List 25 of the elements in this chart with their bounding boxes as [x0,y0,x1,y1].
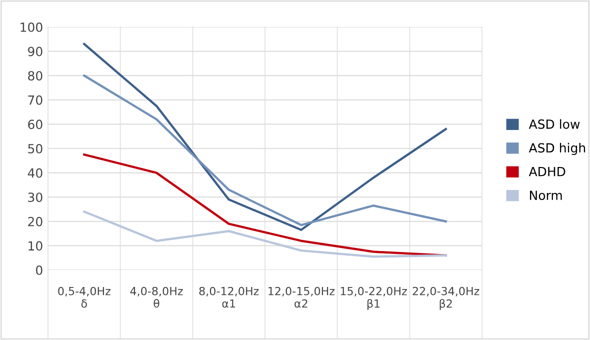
x-tick-label: 4,0-8,0Hz θ [130,286,183,308]
y-tick-label: 70 [28,95,42,105]
x-tick-label: 15,0-22,0Hz β1 [340,286,407,310]
x-tick-label: 8,0-12,0Hz α1 [199,286,259,308]
y-tick-label: 100 [20,22,42,32]
line-series [83,42,447,232]
legend-label: ADHD [528,167,566,176]
y-tick-label: 90 [28,46,42,56]
y-tick-label: 80 [28,71,42,81]
legend-label: Norm [530,190,562,200]
y-tick-label: 60 [28,120,42,130]
legend-label: ASD high [528,142,586,156]
line-series [83,153,447,257]
x-tick-label: 12,0-15,0Hz α2 [268,286,335,308]
y-tick-label: 20 [28,216,42,226]
y-tick-label: 10 [28,241,42,251]
y-tick-label: 0 [36,265,42,275]
y-tick-label: 40 [28,168,42,178]
y-tick-label: 30 [28,192,42,202]
line-series [83,210,447,258]
legend-label: ASD low [528,119,580,129]
x-tick-label: 22,0-34,0Hz β2 [412,286,480,310]
line-series [83,74,447,226]
x-tick-label: 0,5-4,0Hz δ [58,286,110,308]
y-tick-label: 50 [28,144,42,154]
